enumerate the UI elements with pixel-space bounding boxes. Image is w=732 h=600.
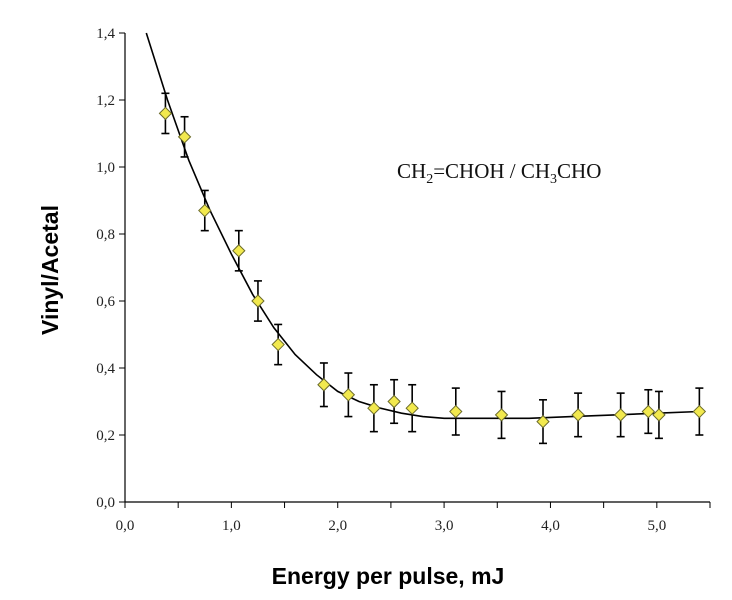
y-tick-label: 0,6 [96,294,115,310]
data-point [251,294,265,308]
y-tick-label: 1,0 [96,160,115,176]
annotation-subscript: 2 [426,172,433,187]
annotation-part: CH [397,159,426,183]
x-tick-label: 0,0 [116,518,135,534]
data-point [387,394,401,409]
data-point [177,130,192,144]
data-point [317,378,331,392]
data-point [341,388,356,402]
x-tick-label: 4,0 [541,518,560,534]
x-tick-label: 3,0 [435,518,454,534]
y-tick-label: 0,2 [96,428,115,444]
data-point [692,404,707,419]
annotation-part: =CHOH / CH [433,159,550,183]
data-point [232,244,246,258]
x-tick-label: 2,0 [328,518,347,534]
chart-annotation: CH2=CHOH / CH3CHO [397,159,601,187]
x-tick-label: 1,0 [222,518,241,534]
y-tick-label: 0,0 [96,495,115,511]
data-point [571,408,585,422]
data-point [198,203,212,218]
y-tick-label: 0,4 [96,361,115,377]
y-axis-title: Vinyl/Acetal [37,205,63,335]
annotation-part: CHO [557,159,601,183]
data-point [641,404,656,419]
y-tick-label: 1,2 [96,93,115,109]
data-point [449,404,463,419]
fit-curve [145,32,700,420]
data-point [494,408,509,422]
x-axis-title: Energy per pulse, mJ [272,563,505,589]
data-point [405,401,419,415]
plot-area: 0,0 0,2 0,4 0,6 0,8 1,0 1,2 1,4 0,0 1,0 2,0 3,0 4,0 5… [96,26,711,534]
x-tick-label: 5,0 [647,518,666,534]
data-point [613,408,628,422]
y-tick-label: 1,4 [96,26,115,42]
annotation-subscript: 3 [550,172,557,187]
y-tick-label: 0,8 [96,227,115,243]
data-point [536,414,550,429]
data-point [652,408,666,422]
data-point [271,337,285,352]
data-point [158,106,173,121]
data-point [367,401,381,415]
